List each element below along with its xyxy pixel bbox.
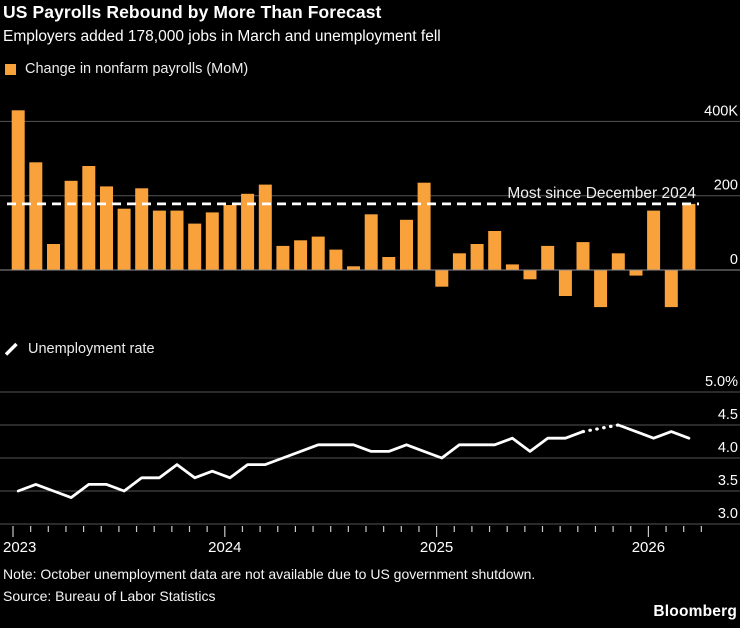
svg-text:3.0: 3.0 [718,506,738,522]
svg-text:400K: 400K [704,103,738,119]
line-series-icon [4,342,18,356]
svg-text:3.5: 3.5 [718,473,738,489]
legend-unemployment-label: Unemployment rate [28,341,155,357]
legend-payrolls-label: Change in nonfarm payrolls (MoM) [25,61,249,77]
legend-payrolls: Change in nonfarm payrolls (MoM) [5,61,248,77]
svg-text:2025: 2025 [420,539,453,556]
payrolls-swatch-icon [5,63,16,75]
svg-text:200: 200 [714,178,738,194]
svg-text:2026: 2026 [632,539,665,556]
bloomberg-logo: Bloomberg [653,603,737,620]
chart-source: Source: Bureau of Labor Statistics [3,588,216,604]
page-subtitle: Employers added 178,000 jobs in March an… [3,28,441,45]
svg-text:Most since December 2024: Most since December 2024 [507,185,696,202]
svg-text:0: 0 [730,252,738,268]
svg-text:2024: 2024 [208,539,241,556]
payrolls-bar-chart: Most since December 2024 400K 200 0 [0,103,740,308]
svg-text:4.0: 4.0 [718,440,738,456]
svg-text:5.0%: 5.0% [705,374,738,390]
page-title: US Payrolls Rebound by More Than Forecas… [3,2,382,22]
legend-unemployment: Unemployment rate [4,341,155,357]
svg-text:2023: 2023 [3,539,36,556]
svg-text:4.5: 4.5 [718,407,738,423]
unemployment-line-chart: 5.0% 4.5 4.0 3.5 3.0 2023 2024 2025 2026 [0,374,740,556]
chart-note: Note: October unemployment data are not … [3,566,536,582]
